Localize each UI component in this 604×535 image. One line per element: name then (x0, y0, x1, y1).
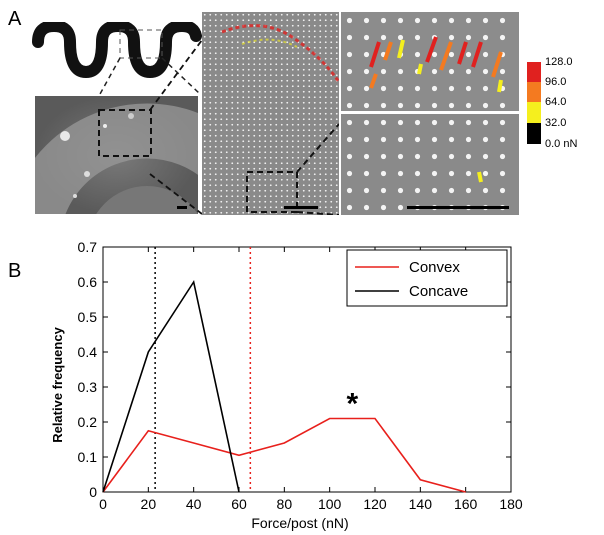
scale-bar (284, 206, 318, 209)
y-tick-label: 0.4 (78, 344, 98, 360)
wave-pattern-icon (32, 22, 202, 95)
concave-force-vector-image (341, 114, 519, 215)
chart-legend: Convex Concave (346, 249, 508, 307)
colorbar-swatch (527, 123, 541, 144)
y-tick-label: 0.2 (78, 414, 98, 430)
plot-frame (102, 246, 512, 493)
x-tick-label: 160 (454, 496, 478, 512)
colorbar-tick-label: 0.0 nN (545, 138, 578, 150)
ring-micrograph (35, 96, 198, 214)
y-tick-label: 0.6 (78, 274, 98, 290)
x-tick-label: 100 (318, 496, 342, 512)
x-tick-label: 120 (363, 496, 387, 512)
scale-bar (407, 206, 509, 209)
panel-a-label: A (8, 8, 22, 30)
colorbar-swatch (527, 82, 541, 102)
force-arrows (369, 36, 503, 93)
x-axis-label: Force/post (nN) (251, 515, 348, 531)
zoom-connector-lines (149, 39, 203, 215)
x-tick-label: 180 (499, 496, 523, 512)
x-tick-label: 60 (231, 496, 247, 512)
colorbar-tick-label: 64.0 (545, 96, 567, 108)
x-tick-label: 40 (186, 496, 202, 512)
legend-box (346, 249, 508, 307)
colorbar-swatch (527, 62, 541, 82)
scale-bar (177, 206, 187, 209)
y-tick-label: 0.5 (78, 309, 98, 325)
panel-b-label: B (8, 260, 22, 282)
convex-force-vector-image (341, 12, 519, 111)
x-tick-label: 20 (141, 496, 157, 512)
x-tick-label: 140 (409, 496, 433, 512)
force-distribution-chart: 0 20 40 60 80 100 120 140 160 180 0 0.1 0.2 0.3 0.4 0.5… (50, 239, 523, 531)
colorbar-tick-label: 128.0 (545, 56, 573, 68)
legend-label: Concave (409, 283, 468, 300)
series-line-concave (102, 279, 240, 493)
x-tick-label: 0 (99, 496, 107, 512)
force-colorbar (527, 62, 541, 144)
x-tick-label: 80 (277, 496, 293, 512)
legend-label: Convex (409, 259, 460, 276)
y-tick-label: 0.3 (78, 379, 98, 395)
significance-asterisk: * (346, 387, 358, 420)
y-tick-label: 0.7 (78, 239, 98, 255)
colorbar-swatch (527, 102, 541, 123)
colorbar-tick-label: 32.0 (545, 117, 567, 129)
y-axis-label: Relative frequency (50, 326, 65, 442)
series-line-convex (102, 417, 466, 493)
micropost-array-image (202, 12, 339, 215)
y-tick-label: 0.1 (78, 449, 98, 465)
y-tick-label: 0 (89, 484, 97, 500)
colorbar-tick-label: 96.0 (545, 76, 567, 88)
